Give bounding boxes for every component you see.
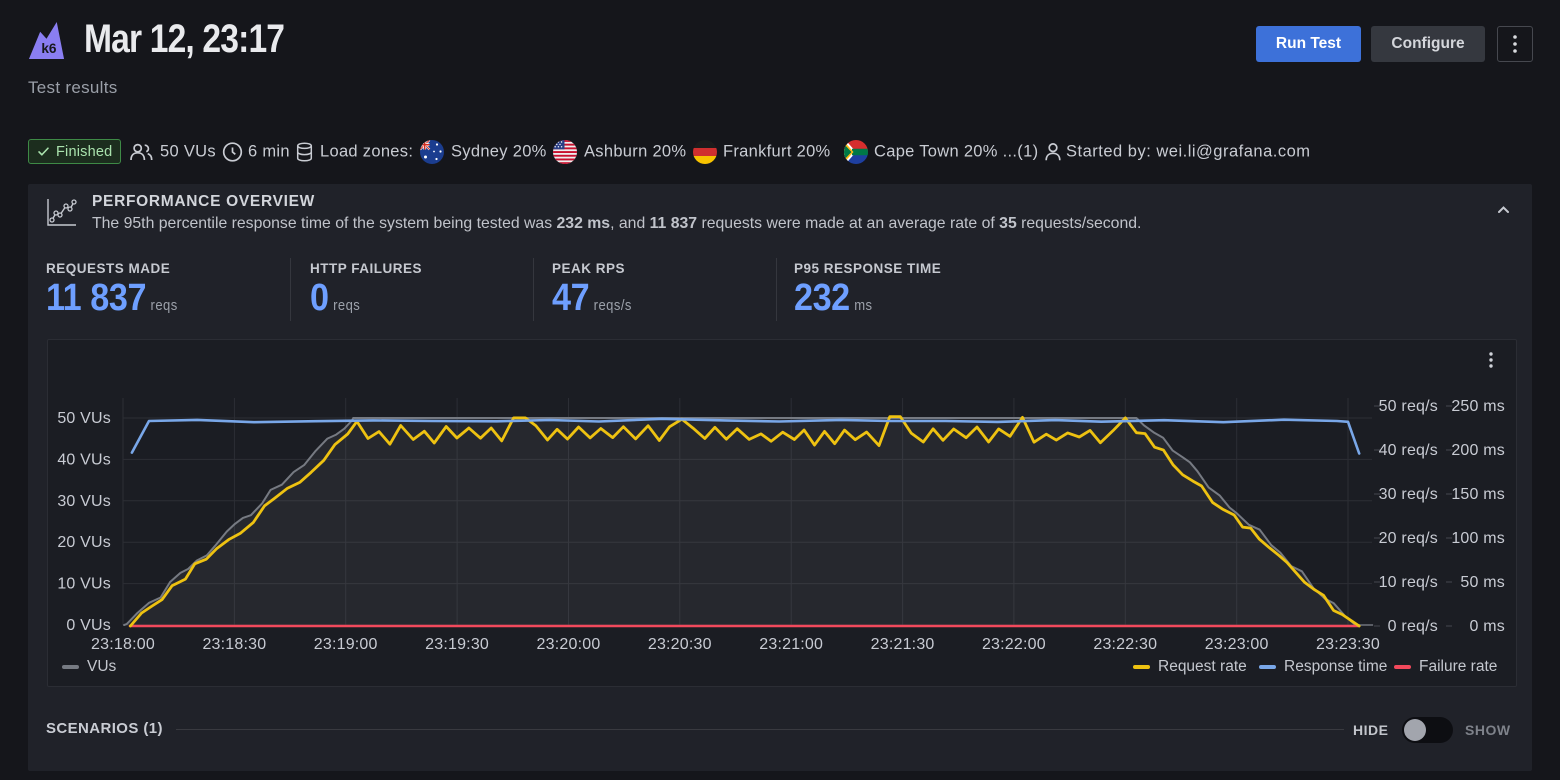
svg-text:10 VUs: 10 VUs [57,576,111,593]
svg-text:200 ms: 200 ms [1451,442,1505,459]
svg-text:23:21:30: 23:21:30 [871,636,935,653]
svg-text:23:22:00: 23:22:00 [982,636,1046,653]
svg-text:30 req/s: 30 req/s [1379,486,1438,503]
svg-text:23:20:30: 23:20:30 [648,636,712,653]
svg-text:23:21:00: 23:21:00 [759,636,823,653]
svg-text:150 ms: 150 ms [1451,486,1505,503]
svg-text:23:22:30: 23:22:30 [1093,636,1157,653]
svg-text:k6: k6 [41,41,57,56]
svg-text:50 req/s: 50 req/s [1379,398,1438,415]
svg-text:50 ms: 50 ms [1460,574,1505,591]
svg-text:23:19:00: 23:19:00 [314,636,378,653]
svg-text:23:23:30: 23:23:30 [1316,636,1380,653]
svg-text:23:20:00: 23:20:00 [537,636,601,653]
svg-text:100 ms: 100 ms [1451,530,1505,547]
svg-text:20 req/s: 20 req/s [1379,530,1438,547]
svg-text:50 VUs: 50 VUs [57,410,111,427]
svg-text:0 req/s: 0 req/s [1388,618,1438,635]
svg-text:0 VUs: 0 VUs [66,617,111,634]
svg-text:23:23:00: 23:23:00 [1205,636,1269,653]
svg-text:23:18:00: 23:18:00 [91,636,155,653]
svg-text:40 req/s: 40 req/s [1379,442,1438,459]
svg-text:40 VUs: 40 VUs [57,451,111,468]
svg-text:30 VUs: 30 VUs [57,493,111,510]
svg-text:20 VUs: 20 VUs [57,534,111,551]
svg-text:0 ms: 0 ms [1470,618,1505,635]
svg-text:250 ms: 250 ms [1451,398,1505,415]
svg-text:23:19:30: 23:19:30 [425,636,489,653]
svg-text:10 req/s: 10 req/s [1379,574,1438,591]
svg-text:23:18:30: 23:18:30 [202,636,266,653]
